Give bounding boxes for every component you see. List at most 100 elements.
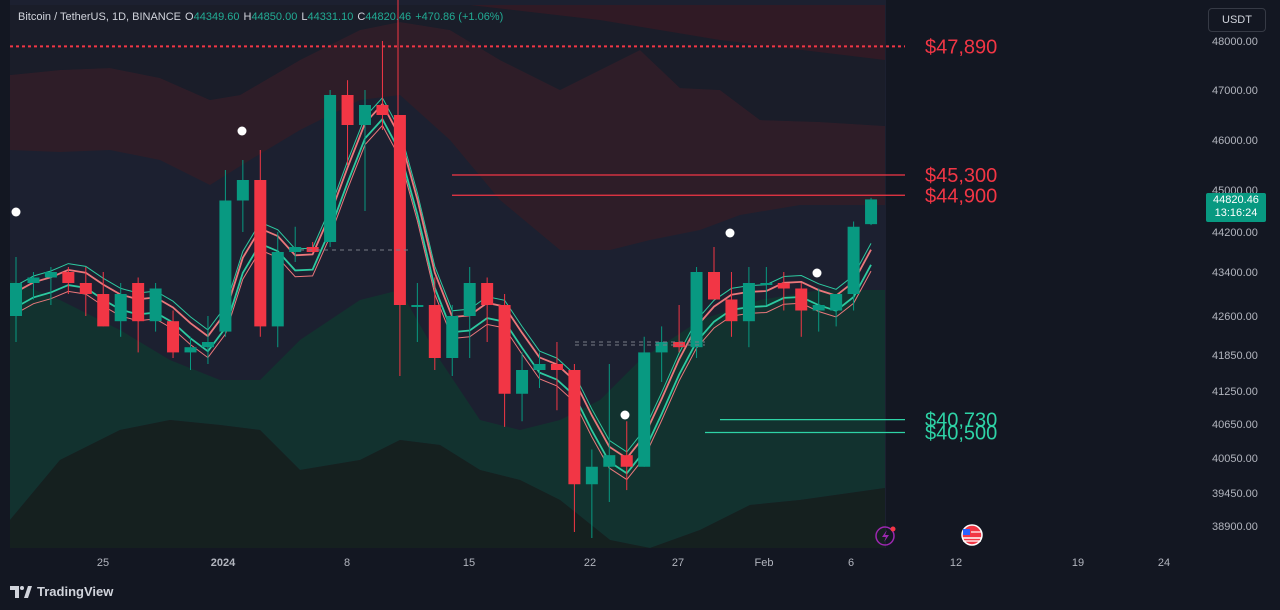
candle-body[interactable] bbox=[114, 294, 127, 322]
level-label[interactable]: $40,730 bbox=[925, 410, 997, 432]
volatility-bands bbox=[10, 0, 886, 548]
footer-bar bbox=[0, 574, 1280, 610]
price-tick-label: 43400.00 bbox=[1212, 267, 1258, 279]
candle-body[interactable] bbox=[10, 283, 22, 316]
candle-body[interactable] bbox=[533, 364, 546, 370]
high-label: H bbox=[243, 11, 252, 23]
price-tick-label: 38900.00 bbox=[1212, 521, 1258, 533]
band-upper-dark bbox=[10, 5, 885, 126]
low-label: L bbox=[301, 11, 308, 23]
time-tick-label: 8 bbox=[344, 557, 350, 569]
candle-body[interactable] bbox=[847, 226, 860, 294]
price-tick-label: 39450.00 bbox=[1212, 488, 1258, 500]
candle-body[interactable] bbox=[690, 272, 703, 348]
candle-body[interactable] bbox=[777, 283, 790, 289]
candle-body[interactable] bbox=[812, 305, 825, 311]
candle-body[interactable] bbox=[324, 95, 337, 242]
signal-dot bbox=[620, 410, 630, 420]
candle-body[interactable] bbox=[44, 272, 57, 278]
candle-body[interactable] bbox=[254, 180, 267, 327]
last-price-value: 44820.46 bbox=[1213, 194, 1259, 206]
candle-body[interactable] bbox=[62, 272, 75, 283]
lightning-icon[interactable] bbox=[875, 526, 896, 546]
candle-body[interactable] bbox=[306, 247, 319, 252]
price-tick-label: 41850.00 bbox=[1212, 350, 1258, 362]
price-tick-label: 46000.00 bbox=[1212, 135, 1258, 147]
time-tick-label: 19 bbox=[1072, 557, 1084, 569]
candle-body[interactable] bbox=[463, 283, 476, 316]
candle-body[interactable] bbox=[201, 342, 214, 348]
signal-dot bbox=[812, 268, 822, 278]
candle-body[interactable] bbox=[585, 466, 598, 485]
candle-body[interactable] bbox=[97, 294, 110, 327]
candle-body[interactable] bbox=[481, 283, 494, 305]
candle-body[interactable] bbox=[760, 283, 773, 285]
candle-body[interactable] bbox=[167, 321, 180, 353]
candle-body[interactable] bbox=[219, 200, 232, 332]
signal-dot bbox=[237, 126, 247, 136]
candle-body[interactable] bbox=[428, 305, 441, 358]
candle-body[interactable] bbox=[550, 364, 563, 370]
band-top-red bbox=[10, 5, 885, 60]
candle-body[interactable] bbox=[498, 305, 511, 394]
level-label[interactable]: $44,900 bbox=[925, 185, 997, 207]
price-tick-label: 42600.00 bbox=[1212, 311, 1258, 323]
time-tick-label: 15 bbox=[463, 557, 475, 569]
level-lines[interactable]: $47,890 $45,300$44,900 $40,730$40,500 bbox=[10, 0, 997, 445]
candle-body[interactable] bbox=[795, 288, 808, 311]
low-value: 44331.10 bbox=[307, 11, 354, 23]
close-value: 44820.46 bbox=[365, 11, 412, 23]
candle-body[interactable] bbox=[655, 342, 668, 353]
tradingview-logo[interactable]: TradingView bbox=[10, 584, 113, 599]
candle-body[interactable] bbox=[132, 283, 145, 322]
open-label: O bbox=[185, 11, 194, 23]
candle-body[interactable] bbox=[271, 252, 284, 327]
candles-series[interactable] bbox=[10, 41, 878, 538]
symbol-title[interactable]: Bitcoin / TetherUS, 1D, BINANCE bbox=[18, 11, 182, 23]
candle-body[interactable] bbox=[79, 283, 92, 294]
candle-body[interactable] bbox=[236, 180, 249, 201]
candle-body[interactable] bbox=[568, 370, 581, 485]
candle-body[interactable] bbox=[393, 115, 406, 305]
candle-body[interactable] bbox=[830, 294, 843, 311]
level-label[interactable]: $45,300 bbox=[925, 165, 997, 187]
candle-body[interactable] bbox=[376, 105, 389, 115]
time-tick-label: 24 bbox=[1158, 557, 1170, 569]
price-tick-label: 40050.00 bbox=[1212, 453, 1258, 465]
band-bottom bbox=[10, 420, 885, 548]
bar-countdown: 13:16:24 bbox=[1214, 207, 1258, 219]
change-value: +470.86 (+1.06%) bbox=[415, 11, 504, 23]
candle-body[interactable] bbox=[516, 370, 529, 394]
candle-body[interactable] bbox=[603, 455, 616, 467]
price-tick-label: 48000.00 bbox=[1212, 36, 1258, 48]
candle-body[interactable] bbox=[289, 247, 302, 252]
candle-body[interactable] bbox=[638, 352, 651, 467]
candle-body[interactable] bbox=[411, 305, 424, 307]
time-tick-label: 6 bbox=[848, 557, 854, 569]
candle-body[interactable] bbox=[742, 283, 755, 322]
band-upper-red bbox=[10, 22, 885, 250]
candle-body[interactable] bbox=[359, 105, 371, 125]
last-price-tag: 44820.46 13:16:24 bbox=[1206, 193, 1266, 222]
candle-body[interactable] bbox=[27, 277, 40, 284]
currency-button[interactable]: USDT bbox=[1208, 8, 1266, 32]
candle-body[interactable] bbox=[725, 299, 738, 322]
candle-body[interactable] bbox=[446, 316, 459, 358]
price-axis[interactable]: 48000.0047000.0046000.0045000.0044200.00… bbox=[1198, 0, 1280, 574]
time-tick-label: 25 bbox=[97, 557, 109, 569]
candle-body[interactable] bbox=[184, 347, 197, 353]
candle-body[interactable] bbox=[865, 199, 878, 225]
time-tick-label: 2024 bbox=[211, 557, 236, 569]
level-label[interactable]: $47,890 bbox=[925, 36, 997, 58]
candle-body[interactable] bbox=[149, 288, 162, 322]
price-tick-label: 41250.00 bbox=[1212, 386, 1258, 398]
time-axis[interactable]: 25 2024 8 15 22 27 Feb 6 12 19 24 bbox=[97, 557, 1170, 569]
time-tick-label: 27 bbox=[672, 557, 684, 569]
us-flag-icon[interactable] bbox=[961, 524, 983, 546]
candle-body[interactable] bbox=[620, 455, 633, 467]
level-label[interactable]: $40,500 bbox=[925, 423, 997, 445]
brand-name: TradingView bbox=[37, 584, 114, 599]
candle-body[interactable] bbox=[341, 95, 354, 125]
candle-body[interactable] bbox=[708, 272, 720, 300]
